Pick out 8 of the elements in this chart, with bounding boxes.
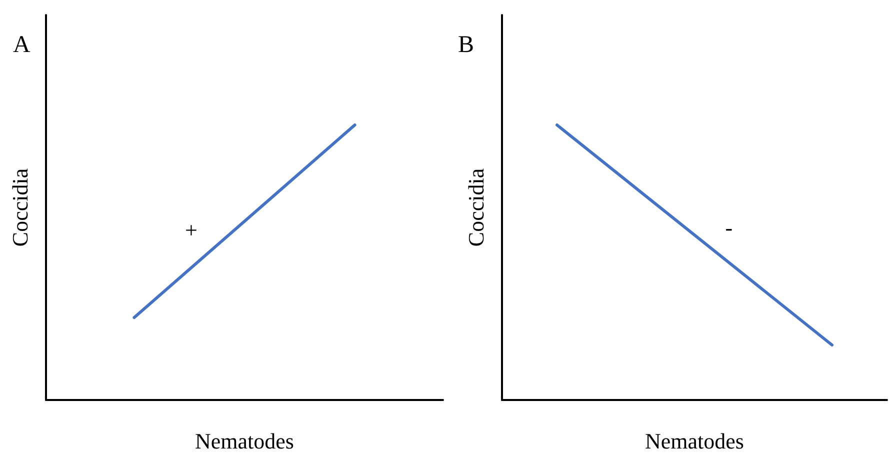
y-axis-title: Coccidia [464,168,488,247]
chart-title: A [13,32,31,58]
annotation: + [184,218,198,242]
annotation: - [725,215,733,240]
x-axis-title: Nematodes [645,428,744,454]
y-axis-title: Coccidia [8,168,32,247]
x-axis-title: Nematodes [195,428,294,454]
chart-title: B [458,32,474,58]
